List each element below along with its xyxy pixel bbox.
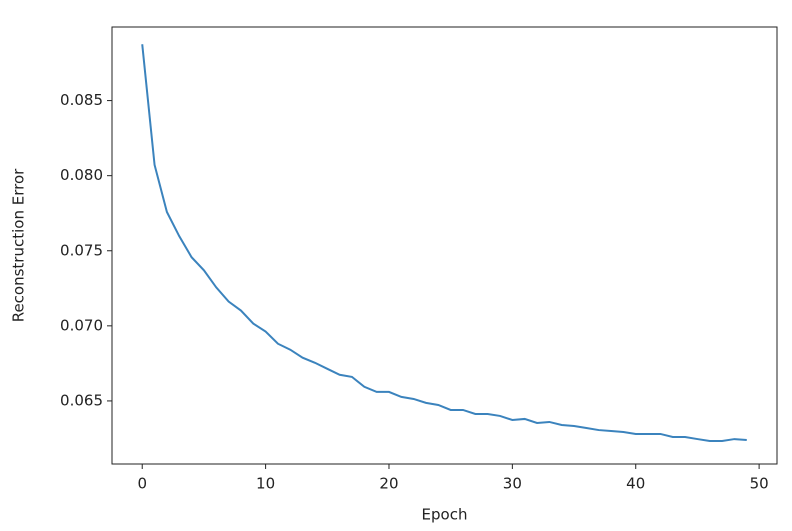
- y-tick-label: 0.065: [60, 391, 103, 409]
- x-tick-label: 0: [137, 475, 147, 493]
- x-tick-label: 30: [503, 475, 522, 493]
- y-tick-label: 0.070: [60, 316, 103, 334]
- y-tick-label: 0.085: [60, 91, 103, 109]
- plot-frame: [111, 26, 778, 465]
- x-tick-label: 50: [750, 475, 769, 493]
- y-axis-label: Reconstruction Error: [10, 168, 28, 322]
- y-tick-label: 0.080: [60, 166, 103, 184]
- x-tick-label: 40: [626, 475, 645, 493]
- x-axis-label: Epoch: [422, 506, 468, 524]
- x-tick-label: 20: [379, 475, 398, 493]
- y-tick-label: 0.075: [60, 241, 103, 259]
- x-tick-label: 10: [256, 475, 275, 493]
- data-line: [141, 44, 747, 443]
